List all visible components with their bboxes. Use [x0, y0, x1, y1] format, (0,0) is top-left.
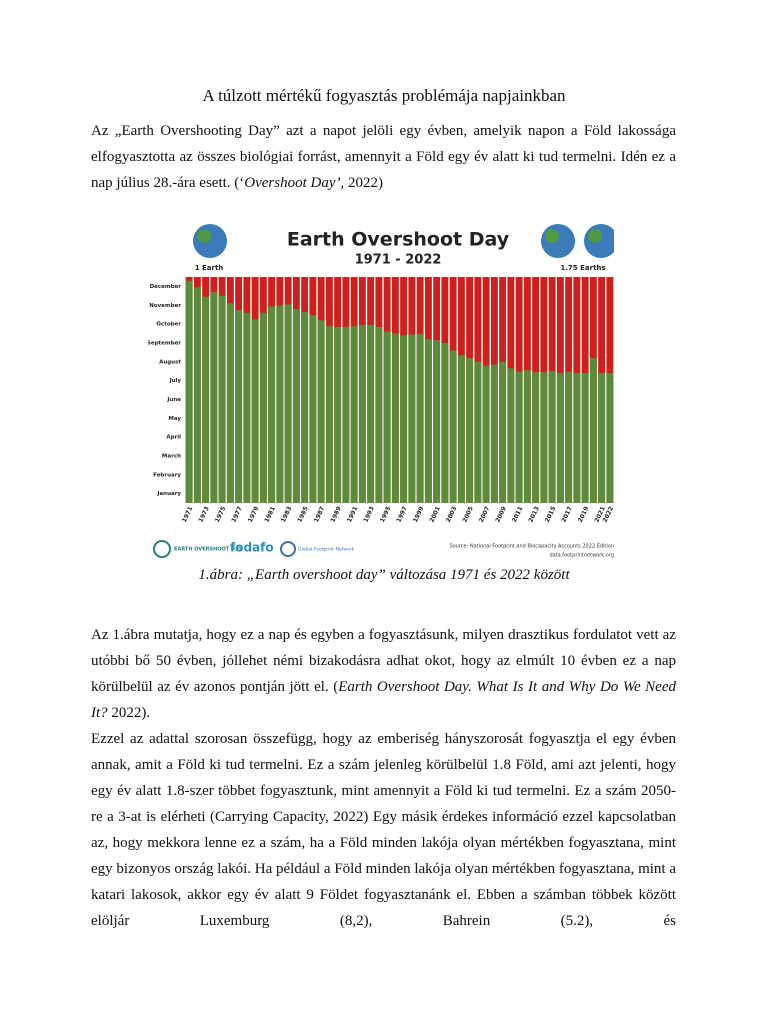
y-tick-label: November	[149, 303, 181, 309]
bar	[581, 373, 589, 503]
text-run: Az „Earth Overshooting Day” azt a napot …	[91, 123, 676, 191]
bar	[449, 350, 457, 503]
bar	[350, 325, 358, 503]
bar	[202, 296, 210, 503]
chart-title: Earth Overshoot Day	[287, 229, 510, 251]
bar	[424, 339, 432, 503]
figure-background	[148, 218, 618, 564]
bar	[325, 325, 333, 503]
bar	[556, 373, 564, 503]
y-tick-label: February	[153, 472, 181, 478]
bar	[243, 312, 251, 503]
text-run: 2022).	[107, 705, 151, 721]
bar	[391, 333, 399, 503]
earth-land	[545, 229, 559, 243]
bar	[482, 365, 490, 503]
bar	[565, 371, 573, 503]
paragraph: Ezzel az adattal szorosan összefügg, hog…	[91, 726, 676, 934]
bar	[441, 342, 449, 503]
y-tick-label: July	[169, 378, 182, 384]
bar	[218, 295, 226, 503]
italic-text: Earth Overshoot Day. What Is It and Why …	[91, 679, 676, 721]
bar	[548, 371, 556, 503]
annotation: 1 Earth	[195, 264, 224, 272]
bar	[251, 319, 259, 503]
bar	[499, 361, 507, 503]
bar	[598, 373, 606, 503]
earth-land	[588, 229, 602, 243]
paragraph: Az 1.ábra mutatja, hogy ez a nap és egyb…	[91, 622, 676, 726]
logo-icon	[153, 540, 171, 558]
y-tick-label: June	[166, 397, 181, 403]
bar	[375, 326, 383, 503]
bar	[507, 368, 515, 503]
logo-text: EARTH OVERSHOOT DAY	[174, 547, 242, 553]
y-tick-label: May	[168, 416, 181, 422]
bar	[309, 315, 317, 503]
bar	[284, 304, 292, 503]
text-run: , 2022)	[340, 175, 384, 191]
bar	[301, 311, 309, 503]
y-tick-label: January	[156, 491, 181, 497]
bar	[334, 326, 342, 503]
y-tick-label: October	[156, 322, 181, 328]
bar	[358, 325, 366, 503]
source-text: data.footprintnetwork.org	[549, 553, 614, 559]
bar	[606, 373, 614, 503]
y-tick-label: August	[159, 359, 181, 365]
logo-text: fodafo	[230, 541, 274, 555]
bar	[523, 370, 531, 503]
bar	[367, 325, 375, 503]
logo-icon	[280, 541, 296, 557]
bar	[226, 303, 234, 503]
text-run: Az 1.ábra mutatja, hogy ez a nap és egyb…	[91, 627, 676, 695]
bar	[466, 357, 474, 503]
y-tick-label: April	[166, 435, 181, 441]
document-title: A túlzott mértékű fogyasztás problémája …	[202, 86, 566, 105]
text-run: Ezzel az adattal szorosan összefügg, hog…	[91, 731, 676, 929]
bar	[573, 373, 581, 503]
bar	[342, 326, 350, 503]
chart-figure: Earth Overshoot Day 1971 - 2022 1 Earth 1.7…	[148, 218, 618, 564]
earth-land	[197, 229, 211, 243]
earth-icon	[193, 224, 227, 258]
bar	[400, 335, 408, 503]
bar	[317, 320, 325, 503]
bar	[292, 309, 300, 503]
earth-icon	[584, 224, 618, 258]
bar	[433, 340, 441, 503]
y-tick-label: December	[150, 284, 182, 290]
crop-edge	[614, 218, 618, 278]
bar	[408, 334, 416, 503]
bar	[383, 331, 391, 503]
y-tick-label: September	[148, 340, 181, 346]
bar	[268, 306, 276, 503]
annotation: 1.75 Earths	[560, 264, 605, 272]
bar	[474, 361, 482, 503]
bar	[515, 371, 523, 503]
bar	[259, 312, 267, 503]
bar	[589, 357, 597, 503]
chart-subtitle: 1971 - 2022	[355, 253, 442, 268]
bar	[532, 372, 540, 503]
logo-text: Global Footprint Network	[298, 547, 355, 553]
figure-caption: 1.ábra: „Earth overshoot day” változása …	[198, 567, 570, 583]
paragraph: Az „Earth Overshooting Day” azt a napot …	[91, 118, 676, 196]
bar	[540, 372, 548, 503]
bar	[185, 280, 193, 503]
source-text: Source: National Footprint and Biocapaci…	[449, 544, 614, 550]
bar	[210, 292, 218, 503]
italic-text: Overshoot Day’	[244, 175, 341, 191]
bar	[276, 305, 284, 503]
bar	[416, 334, 424, 503]
bar	[235, 309, 243, 503]
bar	[457, 355, 465, 503]
y-tick-label: March	[162, 453, 181, 459]
bar	[490, 364, 498, 503]
earth-icon	[541, 224, 575, 258]
bar	[193, 287, 201, 503]
